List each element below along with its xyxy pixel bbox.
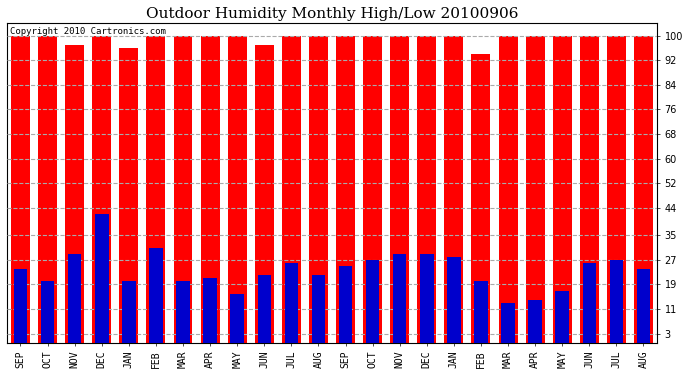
Bar — [420, 254, 433, 343]
Bar — [393, 254, 406, 343]
Title: Outdoor Humidity Monthly High/Low 20100906: Outdoor Humidity Monthly High/Low 201009… — [146, 7, 518, 21]
Bar — [201, 36, 219, 343]
Bar — [230, 294, 244, 343]
Text: Copyright 2010 Cartronics.com: Copyright 2010 Cartronics.com — [10, 27, 166, 36]
Bar — [474, 281, 488, 343]
Bar — [634, 36, 653, 343]
Bar — [68, 254, 81, 343]
Bar — [499, 36, 518, 343]
Bar — [444, 36, 464, 343]
Bar — [312, 275, 325, 343]
Bar — [339, 266, 353, 343]
Bar — [14, 269, 28, 343]
Bar — [92, 36, 111, 343]
Bar — [149, 248, 163, 343]
Bar — [582, 263, 596, 343]
Bar — [553, 36, 572, 343]
Bar — [580, 36, 599, 343]
Bar — [122, 281, 136, 343]
Bar — [363, 36, 382, 343]
Bar — [471, 54, 491, 343]
Bar — [257, 275, 271, 343]
Bar — [204, 278, 217, 343]
Bar — [284, 263, 298, 343]
Bar — [526, 36, 544, 343]
Bar — [41, 281, 55, 343]
Bar — [417, 36, 436, 343]
Bar — [11, 36, 30, 343]
Bar — [391, 36, 409, 343]
Bar — [38, 36, 57, 343]
Bar — [176, 281, 190, 343]
Bar — [555, 291, 569, 343]
Bar — [610, 260, 623, 343]
Bar — [366, 260, 380, 343]
Bar — [173, 36, 193, 343]
Bar — [447, 257, 461, 343]
Bar — [529, 300, 542, 343]
Bar — [119, 48, 138, 343]
Bar — [309, 36, 328, 343]
Bar — [637, 269, 650, 343]
Bar — [95, 214, 108, 343]
Bar — [336, 36, 355, 343]
Bar — [502, 303, 515, 343]
Bar — [255, 45, 274, 343]
Bar — [146, 36, 166, 343]
Bar — [228, 36, 246, 343]
Bar — [65, 45, 84, 343]
Bar — [607, 36, 626, 343]
Bar — [282, 36, 301, 343]
